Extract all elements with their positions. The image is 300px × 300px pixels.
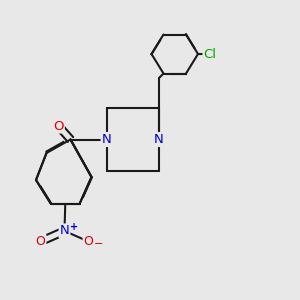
Text: O: O <box>36 235 45 248</box>
Text: O: O <box>84 235 93 248</box>
Text: Cl: Cl <box>203 47 217 61</box>
Text: N: N <box>60 224 69 238</box>
Text: O: O <box>53 119 64 133</box>
Text: +: + <box>70 222 79 233</box>
Text: −: − <box>94 239 104 250</box>
Text: N: N <box>102 133 111 146</box>
Text: N: N <box>154 133 164 146</box>
